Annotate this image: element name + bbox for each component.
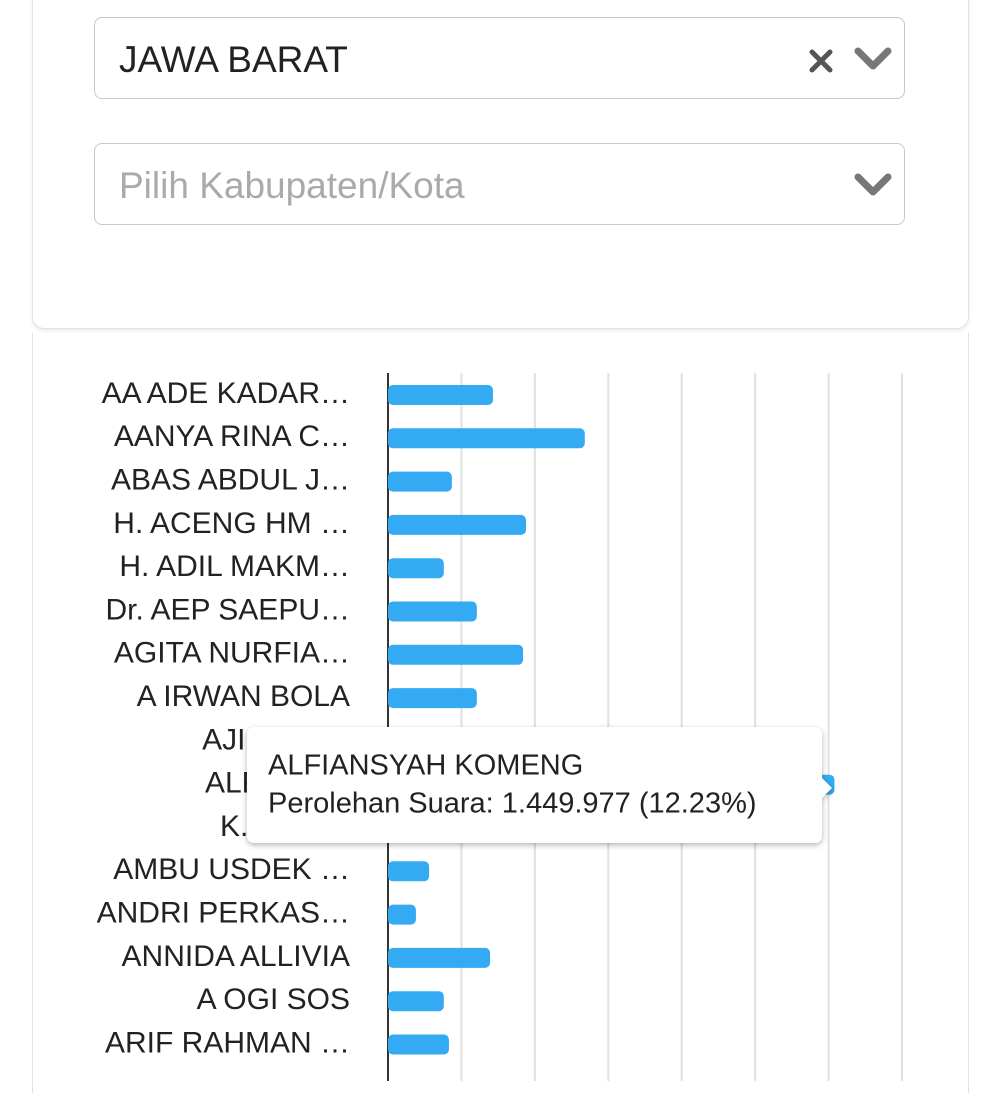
- select-icons: [854, 173, 892, 196]
- bar: [388, 991, 444, 1012]
- category-label: ARIF RAHMAN …: [105, 1026, 350, 1059]
- category-label: AMBU USDEK …: [113, 853, 350, 886]
- select-icons: [809, 47, 892, 73]
- province-select[interactable]: JAWA BARAT: [94, 17, 905, 99]
- category-label: A IRWAN BOLA: [137, 680, 350, 713]
- category-label: H. ADIL MAKM…: [119, 550, 350, 583]
- bar: [388, 558, 444, 579]
- category-label: ABAS ABDUL J…: [111, 464, 350, 497]
- bar: [388, 385, 494, 405]
- category-label: Dr. AEP SAEPU…: [105, 593, 350, 626]
- city-select[interactable]: Pilih Kabupaten/Kota: [94, 143, 905, 225]
- select-placeholder: Pilih Kabupaten/Kota: [119, 165, 465, 206]
- bar: [388, 688, 477, 709]
- tooltip: ALFIANSYAH KOMENG Perolehan Suara: 1.449…: [247, 727, 832, 843]
- category-label: AGITA NURFIA…: [114, 637, 350, 670]
- chevron-icon[interactable]: [854, 173, 892, 196]
- bar: [388, 1034, 449, 1055]
- clear-icon[interactable]: [809, 49, 833, 73]
- bar: [388, 428, 585, 449]
- chart-card: [32, 333, 969, 1093]
- bar: [388, 471, 452, 492]
- bar: [388, 601, 477, 622]
- category-label: AA ADE KADAR…: [102, 377, 350, 410]
- bar: [388, 644, 524, 665]
- category-label: A OGI SOS: [197, 983, 350, 1016]
- bar: [388, 947, 491, 968]
- chevron-icon[interactable]: [854, 47, 892, 70]
- bar: [388, 514, 527, 535]
- category-label: ANNIDA ALLIVIA: [122, 940, 350, 973]
- select-value: JAWA BARAT: [119, 39, 348, 80]
- category-label: ANDRI PERKAS…: [97, 897, 350, 930]
- category-label: AANYA RINA C…: [114, 420, 350, 453]
- tooltip-box: [247, 727, 832, 843]
- bar: [388, 904, 416, 925]
- bar: [388, 861, 430, 882]
- tooltip-text: Perolehan Suara: 1.449.977 (12.23%): [268, 788, 757, 820]
- category-label: H. ACENG HM …: [113, 507, 350, 540]
- tooltip-title: ALFIANSYAH KOMENG: [268, 750, 583, 782]
